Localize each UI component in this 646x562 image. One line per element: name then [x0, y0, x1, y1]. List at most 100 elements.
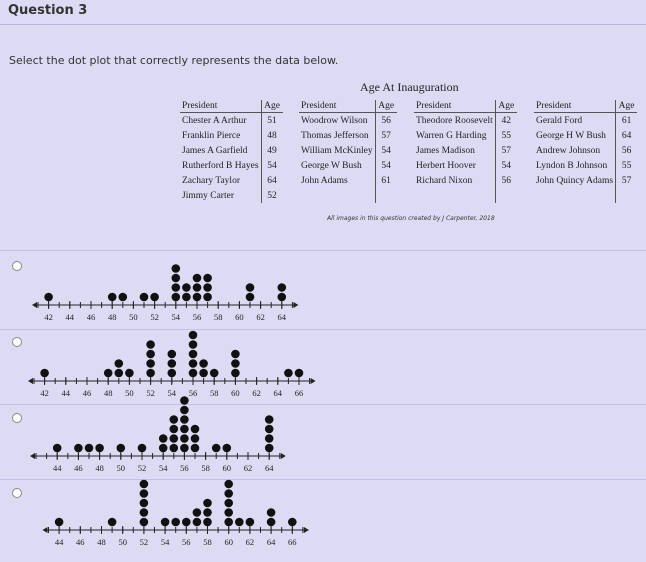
table-group: President Age Chester A Arthur 51 Franklin P…	[180, 100, 283, 203]
x-tick-label: 56	[182, 537, 191, 547]
x-tick-label: 60	[231, 388, 240, 398]
dot	[180, 424, 189, 434]
x-tick-label: 58	[201, 463, 210, 473]
dot	[211, 443, 221, 453]
dot	[203, 283, 212, 292]
table-group: President Age Gerald Ford 61 George H W Bush…	[534, 100, 638, 203]
table-row	[414, 188, 517, 203]
age: 55	[615, 158, 638, 173]
dot	[182, 283, 191, 292]
table-row: Andrew Johnson 56	[534, 143, 638, 158]
dot	[294, 368, 304, 378]
dot	[116, 443, 126, 453]
president-name: James A Garfield	[182, 145, 248, 156]
x-tick-label: 64	[265, 463, 274, 473]
dot	[160, 517, 170, 527]
age: 55	[494, 128, 517, 143]
x-tick-label: 54	[172, 312, 181, 322]
dot	[188, 349, 198, 359]
dot	[40, 368, 49, 378]
age: 49	[260, 143, 283, 158]
radio-button[interactable]	[12, 413, 22, 423]
dot	[203, 508, 212, 517]
x-tick-label: 56	[180, 463, 189, 473]
table-row: Lyndon B Johnson 55	[534, 158, 638, 173]
table-row: James Madison 57	[414, 143, 517, 158]
dot	[192, 292, 202, 302]
dot	[266, 508, 276, 517]
column-header: Age	[615, 100, 638, 113]
dot	[203, 517, 212, 527]
dot	[235, 517, 244, 527]
dot	[188, 359, 198, 368]
x-tick-label: 48	[97, 537, 106, 547]
age: 57	[374, 128, 397, 143]
dot	[107, 517, 117, 527]
table-row: Woodrow Wilson 56	[299, 112, 397, 128]
radio-button[interactable]	[12, 488, 22, 498]
x-tick-label: 66	[288, 537, 297, 547]
dot	[103, 368, 113, 378]
president-name: Andrew Johnson	[536, 145, 601, 156]
separator	[0, 250, 646, 251]
dot	[245, 283, 255, 292]
x-tick-label: 64	[274, 388, 283, 398]
column-header: President	[180, 100, 262, 113]
x-tick-label: 52	[140, 537, 149, 547]
dot	[180, 415, 189, 424]
dot	[209, 368, 219, 378]
table-row: Gerald Ford 61	[534, 112, 638, 128]
dot	[146, 359, 155, 368]
dot	[264, 443, 274, 453]
dot	[190, 434, 200, 443]
table-row: Thomas Jefferson 57	[299, 128, 397, 143]
dot	[224, 517, 233, 527]
x-tick-label: 52	[150, 312, 159, 322]
dot	[139, 479, 149, 489]
x-tick-label: 62	[252, 388, 261, 398]
president-name: Zachary Taylor	[182, 175, 240, 186]
dot	[180, 434, 189, 443]
dot	[167, 359, 177, 368]
age: 64	[260, 173, 283, 188]
dot	[158, 443, 168, 453]
dot	[171, 517, 180, 527]
dot	[44, 292, 53, 302]
x-tick-label: 42	[40, 388, 49, 398]
table-row: George H W Bush 64	[534, 128, 638, 143]
dot	[203, 273, 212, 283]
dot	[222, 443, 232, 453]
x-tick-label: 44	[55, 537, 64, 547]
x-tick-label: 64	[267, 537, 276, 547]
president-name: Rutherford B Hayes	[182, 160, 259, 171]
x-tick-label: 62	[246, 537, 255, 547]
table-row: Rutherford B Hayes 54	[180, 158, 283, 173]
x-tick-label: 56	[193, 312, 202, 322]
column-header: President	[414, 100, 496, 113]
radio-button[interactable]	[12, 337, 22, 347]
column-header: President	[534, 100, 616, 113]
president-name: John Adams	[301, 175, 348, 186]
x-tick-label: 46	[74, 463, 83, 473]
dot	[203, 498, 212, 508]
x-tick-label: 66	[295, 388, 304, 398]
dot	[167, 368, 177, 378]
table-row: James A Garfield 49	[180, 143, 283, 158]
dot	[288, 517, 297, 527]
table-row	[534, 188, 638, 203]
dot	[224, 508, 233, 517]
x-tick-label: 62	[256, 312, 265, 322]
age: 54	[374, 158, 397, 173]
x-tick-label: 44	[62, 388, 71, 398]
separator	[0, 329, 646, 330]
dot	[180, 396, 189, 405]
dot	[171, 264, 181, 273]
dot	[171, 273, 181, 283]
age: 54	[494, 158, 517, 173]
dot	[231, 359, 240, 368]
radio-button[interactable]	[12, 261, 22, 271]
dot	[167, 349, 177, 359]
x-tick-label: 54	[159, 463, 168, 473]
x-tick-label: 58	[210, 388, 219, 398]
x-tick-label: 44	[66, 312, 75, 322]
